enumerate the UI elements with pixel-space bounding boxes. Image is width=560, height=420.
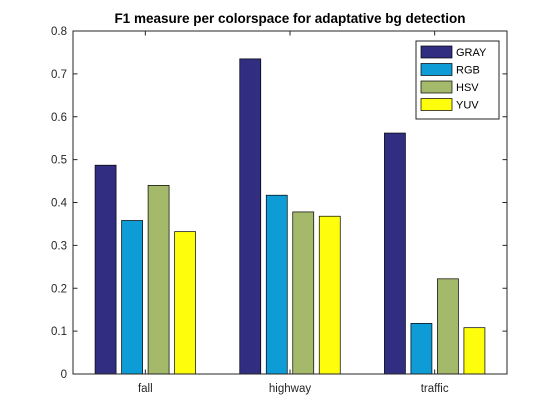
y-tick-label: 0.3 bbox=[51, 240, 67, 252]
y-tick-label: 0.4 bbox=[51, 198, 68, 210]
x-tick-label: highway bbox=[269, 383, 311, 395]
y-tick-label: 0.5 bbox=[51, 155, 67, 167]
legend-swatch-yuv bbox=[420, 98, 453, 111]
bar-highway-hsv bbox=[292, 211, 315, 375]
y-tick-label: 0.1 bbox=[51, 326, 67, 338]
y-tick-label: 0.7 bbox=[51, 69, 67, 81]
bar-fall-hsv bbox=[147, 185, 170, 375]
legend-label-yuv: YUV bbox=[456, 100, 479, 112]
axes-layer: 0 0.1 0.2 0.3 0.4 0.5 0.6 0.7 0.8 fall highway traf… bbox=[51, 26, 507, 395]
bar-highway-rgb bbox=[265, 194, 288, 375]
y-tick-label: 0 bbox=[61, 369, 67, 381]
legend-label-rgb: RGB bbox=[456, 65, 480, 77]
legend-label-hsv: HSV bbox=[456, 82, 479, 94]
chart-title: F1 measure per colorspace for adaptative… bbox=[114, 11, 465, 26]
bar-fall-yuv bbox=[174, 231, 196, 375]
bar-traffic-gray bbox=[384, 132, 406, 375]
bar-traffic-yuv bbox=[463, 327, 486, 375]
y-tick-label: 0.2 bbox=[51, 283, 67, 295]
bar-traffic-rgb bbox=[410, 323, 433, 375]
bar-highway-gray bbox=[239, 58, 262, 375]
y-tick-label: 0.6 bbox=[51, 112, 67, 124]
bar-fall-rgb bbox=[121, 220, 143, 375]
legend-swatch-hsv bbox=[420, 80, 453, 94]
legend-label-gray: GRAY bbox=[456, 47, 487, 59]
bar-fall-gray bbox=[94, 164, 117, 375]
bar-traffic-hsv bbox=[437, 278, 459, 375]
bars-layer bbox=[94, 58, 486, 375]
legend-swatch-gray bbox=[420, 45, 453, 59]
x-tick-label: traffic bbox=[421, 383, 449, 395]
bar-highway-yuv bbox=[318, 215, 341, 375]
x-tick-label: fall bbox=[138, 383, 153, 395]
legend: GRAY RGB HSV YUV bbox=[415, 40, 500, 120]
y-tick-label: 0.8 bbox=[51, 26, 67, 38]
legend-swatch-rgb bbox=[420, 63, 453, 76]
